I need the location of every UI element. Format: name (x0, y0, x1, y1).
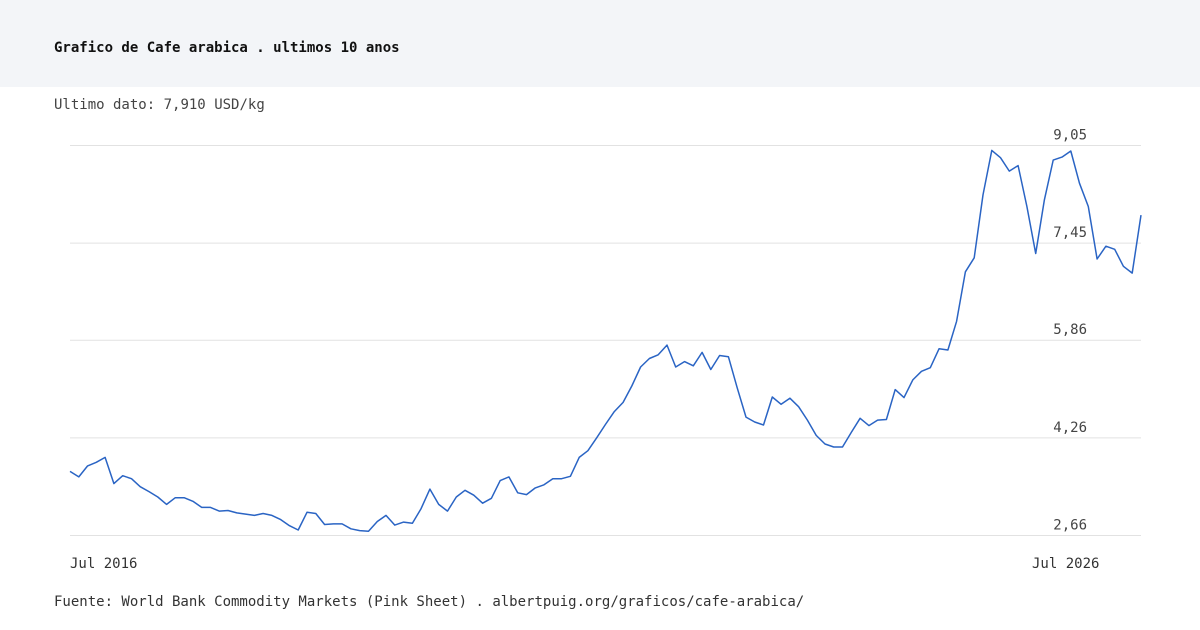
y-tick-label: 9,05 (1053, 128, 1087, 144)
latest-label: Ultimo dato: (54, 97, 156, 113)
x-tick-label: Jul 2026 (1032, 556, 1099, 572)
x-tick-label: Jul 2016 (70, 556, 137, 572)
source-url[interactable]: albertpuig.org/graficos/cafe-arabica/ (492, 594, 805, 610)
x-tick-labels: Jul 2016 Jul 2026 (70, 556, 1099, 572)
footer-separator: . (475, 594, 484, 610)
header-bar (0, 0, 1200, 87)
latest-value-readout: Ultimo dato: 7,910 USD/kg (54, 97, 265, 113)
grid-lines (70, 145, 1141, 536)
y-tick-labels: 2,66 4,26 5,86 7,45 9,05 (1053, 128, 1087, 534)
source-text: Fuente: World Bank Commodity Markets (Pi… (54, 594, 468, 610)
price-series-line (69, 149, 1142, 532)
latest-value: 7,910 (163, 97, 206, 113)
y-tick-label: 4,26 (1053, 420, 1087, 436)
latest-unit: USD/kg (214, 97, 265, 113)
y-tick-label: 2,66 (1053, 518, 1087, 534)
y-tick-label: 7,45 (1053, 225, 1087, 241)
y-tick-label: 5,86 (1053, 322, 1087, 338)
series-layer (69, 149, 1142, 532)
source-footer: Fuente: World Bank Commodity Markets (Pi… (54, 594, 804, 610)
page-title: Grafico de Cafe arabica . ultimos 10 ano… (54, 40, 400, 56)
